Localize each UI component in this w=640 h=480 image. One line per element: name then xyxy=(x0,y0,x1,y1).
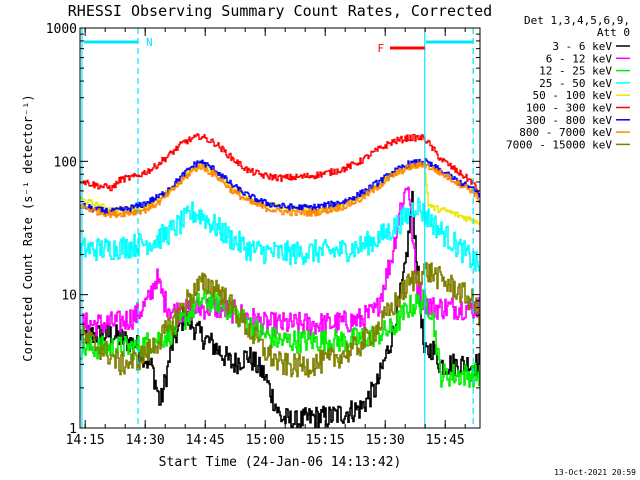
series-line-3 xyxy=(80,197,480,272)
legend-header-attenuator: Att 0 xyxy=(597,26,630,39)
x-tick-label: 15:15 xyxy=(306,433,345,448)
series-line-4 xyxy=(80,160,480,226)
series-line-7 xyxy=(80,161,480,218)
axis-layer: 1 10 100 1000 14:15 14:30 14:45 15:00 15:15 15:30… xyxy=(46,22,481,448)
series-group xyxy=(80,133,480,428)
series-line-5 xyxy=(80,133,480,197)
legend-label-4: 50 - 100 keV xyxy=(533,89,613,102)
x-axis-label: Start Time (24-Jan-06 14:13:42) xyxy=(159,455,402,470)
x-tick-label: 14:30 xyxy=(126,433,165,448)
flare-label: F xyxy=(377,42,384,55)
y-tick-label: 10 xyxy=(61,289,77,304)
night-label: N xyxy=(146,36,153,49)
footer-timestamp: 13-Oct-2021 20:59 xyxy=(554,468,636,477)
series-line-1 xyxy=(80,186,480,337)
legend-label-7: 800 - 7000 keV xyxy=(519,126,612,139)
series-line-2 xyxy=(80,288,480,388)
series-line-8 xyxy=(80,262,480,378)
x-tick-label: 15:45 xyxy=(426,433,465,448)
series-line-6 xyxy=(80,158,480,215)
chart-title: RHESSI Observing Summary Count Rates, Co… xyxy=(68,2,492,20)
x-tick-label: 14:45 xyxy=(186,433,225,448)
legend-header-detectors: Det 1,3,4,5,6,9, xyxy=(524,14,630,27)
y-axis-label: Corrected Count Rate (s⁻¹ detector⁻¹) xyxy=(21,94,35,361)
series-line-0 xyxy=(80,190,480,428)
legend-label-8: 7000 - 15000 keV xyxy=(506,138,612,151)
legend-label-5: 100 - 300 keV xyxy=(526,102,612,115)
x-tick-label: 15:00 xyxy=(246,433,285,448)
legend-label-3: 25 - 50 keV xyxy=(539,77,612,90)
x-tick-label: 14:15 xyxy=(66,433,105,448)
x-tick-label: 15:30 xyxy=(366,433,405,448)
legend-label-2: 12 - 25 keV xyxy=(539,65,612,78)
legend-label-0: 3 - 6 keV xyxy=(552,40,612,53)
y-tick-label: 100 xyxy=(54,155,77,170)
legend-label-6: 300 - 800 keV xyxy=(526,114,612,127)
y-tick-label: 1000 xyxy=(46,22,77,37)
plot-frame xyxy=(79,27,481,429)
y-tick-label: 1 xyxy=(69,422,77,437)
plot-area xyxy=(80,133,480,428)
legend-label-1: 6 - 12 keV xyxy=(546,52,613,65)
